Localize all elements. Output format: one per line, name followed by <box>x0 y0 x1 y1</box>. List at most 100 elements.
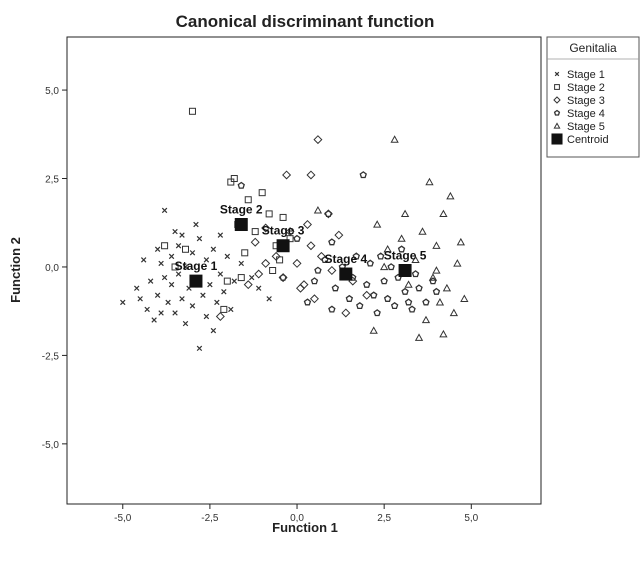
stage-4-point <box>411 270 420 278</box>
stage-2-point <box>220 305 228 313</box>
stage-1-point <box>161 274 168 281</box>
stage-5-point <box>421 315 431 324</box>
stage-2-point <box>223 277 231 285</box>
stage-1-point <box>221 289 227 295</box>
stage-4-point <box>303 298 312 306</box>
stage-1-point <box>196 345 203 352</box>
legend-marker <box>554 71 560 77</box>
stage-1-point <box>238 260 244 267</box>
stage-1-point <box>200 292 206 298</box>
stage-1-point <box>182 320 189 327</box>
stage-1-point <box>214 299 220 306</box>
stage-5-point <box>460 294 469 302</box>
stage-4-point <box>422 298 430 306</box>
centroid-marker <box>189 274 203 288</box>
stage-1-point <box>175 243 182 249</box>
stage-3-point <box>296 283 306 293</box>
legend-marker <box>553 96 561 104</box>
centroid-marker <box>398 264 412 277</box>
stage-3-point <box>341 308 351 318</box>
stage-1-point <box>154 292 161 298</box>
stage-3-point <box>316 251 326 261</box>
stage-1-point <box>133 285 140 291</box>
stage-5-point <box>439 329 448 338</box>
stage-3-point <box>302 220 312 230</box>
stage-1-point <box>158 260 164 267</box>
stage-4-point <box>383 294 392 302</box>
stage-5-point <box>428 273 438 281</box>
stage-5-point <box>449 308 459 317</box>
stage-1-point <box>210 327 217 334</box>
stage-1-point <box>189 250 196 256</box>
stage-5-point <box>373 220 382 228</box>
stage-5-point <box>425 177 434 186</box>
stage-1-point <box>210 246 217 252</box>
stage-3-point <box>327 265 337 276</box>
stage-4-point <box>415 284 423 292</box>
centroid-label: Stage 4 <box>324 252 367 266</box>
stage-1-point <box>137 296 143 302</box>
stage-2-point <box>237 274 245 282</box>
centroid-marker <box>339 267 353 281</box>
stage-1-point <box>165 299 171 306</box>
stage-2-point <box>241 249 249 257</box>
y-axis-label: Function 2 <box>8 237 23 303</box>
stage-4-point <box>397 245 406 253</box>
stage-4-point <box>401 287 409 295</box>
stage-4-point <box>293 234 301 242</box>
stage-1-point <box>168 253 175 260</box>
stage-4-point <box>376 252 385 260</box>
stage-4-point <box>432 287 441 295</box>
stage-5-point <box>390 135 399 143</box>
stage-4-point <box>408 305 416 313</box>
legend-box <box>546 36 640 158</box>
stage-2-point <box>258 189 266 197</box>
stage-3-point <box>215 311 225 321</box>
stage-2-point <box>244 196 252 204</box>
stage-5-point <box>397 234 406 242</box>
stage-1-point <box>196 235 203 242</box>
stage-1-point <box>120 299 126 306</box>
stage-4-point <box>380 277 388 285</box>
stage-1-point <box>175 271 182 277</box>
stage-5-point <box>313 206 323 214</box>
legend-entry-label: Stage 1 <box>567 69 605 81</box>
y-tick-label: 0,0 <box>45 263 59 274</box>
stage-2-point <box>188 107 196 115</box>
stage-5-point <box>380 262 389 271</box>
stage-4-point <box>314 266 322 274</box>
centroid-label: Stage 5 <box>384 249 427 263</box>
stage-1-point <box>193 221 199 228</box>
y-tick-label: 5,0 <box>45 86 59 97</box>
legend-entry-label: Stage 5 <box>567 121 605 133</box>
centroid-marker <box>276 239 290 253</box>
stage-1-point <box>203 313 210 320</box>
stage-4-point <box>404 298 413 306</box>
stage-1-point <box>172 310 178 316</box>
stage-5-point <box>369 326 378 334</box>
stage-2-point <box>265 210 273 218</box>
stage-5-point <box>435 298 445 306</box>
stage-4-point <box>331 284 340 292</box>
legend-marker <box>553 109 561 116</box>
stage-1-point <box>172 228 178 235</box>
stage-3-point <box>292 258 302 268</box>
stage-1-point <box>182 264 189 270</box>
centroid-label: Stage 2 <box>220 203 263 217</box>
stage-4-point <box>370 291 378 299</box>
data-points <box>120 107 469 352</box>
stage-1-point <box>217 271 224 277</box>
stage-2-point <box>269 267 277 274</box>
stage-4-point <box>328 305 336 313</box>
stage-3-point <box>309 294 319 304</box>
stage-2-point <box>182 245 189 253</box>
stage-1-point <box>168 281 175 288</box>
legend-marker <box>554 84 560 90</box>
stage-3-point <box>261 223 271 233</box>
stage-2-point <box>230 175 238 183</box>
centroid-label: Stage 1 <box>175 259 218 273</box>
x-axis-label: Function 1 <box>272 520 338 535</box>
legend-marker <box>553 122 561 129</box>
stage-3-point <box>285 227 295 237</box>
stage-4-point <box>279 273 287 281</box>
